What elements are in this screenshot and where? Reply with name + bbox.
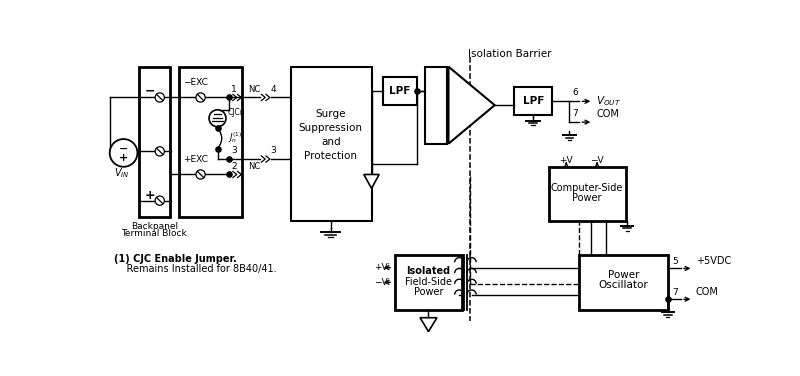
Text: 6: 6	[572, 88, 578, 97]
Text: 4: 4	[270, 85, 276, 94]
Text: NC: NC	[248, 162, 261, 171]
Text: COM: COM	[696, 287, 718, 297]
Circle shape	[196, 93, 205, 102]
Text: 7: 7	[572, 109, 578, 118]
Bar	[383, 77, 417, 105]
Text: 5: 5	[672, 257, 678, 266]
Polygon shape	[420, 318, 437, 332]
Text: −EXC: −EXC	[183, 77, 208, 86]
Text: +V: +V	[559, 156, 573, 165]
Text: −: −	[119, 144, 128, 154]
Text: 1: 1	[231, 85, 237, 94]
Text: +: +	[145, 189, 156, 202]
Text: Power: Power	[572, 193, 602, 203]
Text: Terminal Block: Terminal Block	[122, 229, 187, 238]
Text: COM: COM	[596, 109, 619, 119]
Circle shape	[196, 170, 205, 179]
Bar	[549, 167, 626, 221]
Polygon shape	[364, 174, 379, 188]
Text: Power: Power	[607, 270, 639, 280]
Bar	[179, 67, 242, 217]
Circle shape	[110, 139, 138, 167]
Text: −: −	[145, 85, 156, 98]
Circle shape	[155, 147, 164, 156]
Text: and: and	[321, 137, 341, 147]
Bar	[514, 88, 553, 115]
Bar	[139, 67, 170, 217]
Text: 7: 7	[672, 288, 678, 297]
Circle shape	[155, 93, 164, 102]
Circle shape	[209, 110, 226, 127]
Text: $V_{OUT}$: $V_{OUT}$	[595, 94, 621, 108]
Text: Isolation Barrier: Isolation Barrier	[468, 49, 552, 59]
Text: Field-Side: Field-Side	[405, 276, 452, 287]
Text: $J_n^{(1)}$: $J_n^{(1)}$	[227, 130, 242, 145]
Polygon shape	[449, 67, 494, 144]
Text: 3: 3	[270, 146, 276, 155]
Text: $V_{IN}$: $V_{IN}$	[114, 166, 129, 180]
Text: NC: NC	[248, 85, 261, 94]
Bar	[290, 67, 371, 221]
Bar	[394, 255, 462, 310]
Text: LPF: LPF	[390, 86, 410, 96]
Text: (1) CJC Enable Jumper.: (1) CJC Enable Jumper.	[114, 254, 236, 264]
Text: Protection: Protection	[304, 151, 357, 161]
Text: +V′: +V′	[374, 263, 390, 272]
Circle shape	[155, 196, 164, 205]
Text: 3: 3	[231, 146, 237, 155]
Text: 2: 2	[231, 162, 237, 171]
Bar	[579, 255, 668, 310]
Text: CJCn: CJCn	[227, 108, 245, 117]
Text: −V: −V	[590, 156, 604, 165]
Text: +5VDC: +5VDC	[696, 256, 731, 267]
Text: Computer-Side: Computer-Side	[551, 183, 623, 193]
Text: Isolated: Isolated	[406, 266, 450, 276]
Text: LPF: LPF	[522, 96, 544, 106]
Text: Suppression: Suppression	[298, 123, 362, 133]
Text: Surge: Surge	[315, 109, 346, 120]
Text: Remains Installed for 8B40/41.: Remains Installed for 8B40/41.	[114, 264, 276, 274]
Bar	[426, 67, 447, 144]
Text: −V′: −V′	[374, 278, 390, 287]
Text: +EXC: +EXC	[183, 155, 208, 164]
Text: +: +	[119, 153, 128, 162]
Text: Power: Power	[414, 287, 443, 297]
Text: Backpanel: Backpanel	[130, 221, 178, 230]
Text: Oscillator: Oscillator	[598, 280, 648, 290]
